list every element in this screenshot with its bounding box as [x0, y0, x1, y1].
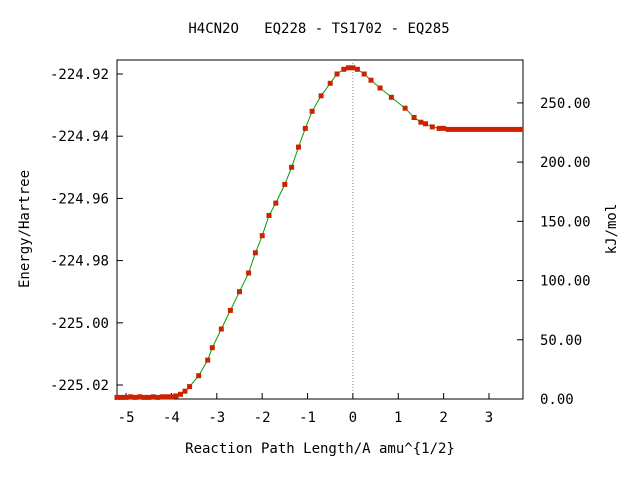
data-point — [318, 93, 324, 99]
x-tick-label: 3 — [485, 410, 493, 426]
x-tick-label: 2 — [439, 410, 447, 426]
data-point — [302, 125, 308, 131]
data-point — [178, 391, 183, 397]
data-point — [209, 345, 215, 351]
data-point — [518, 126, 524, 132]
data-point — [441, 125, 447, 131]
data-point — [377, 85, 383, 91]
data-point — [436, 125, 442, 131]
data-point — [173, 393, 179, 399]
data-point — [141, 394, 147, 400]
data-point — [423, 121, 428, 127]
data-point — [513, 126, 519, 132]
y-tick-label: -224.96 — [50, 191, 109, 207]
data-point — [237, 289, 242, 295]
data-point — [341, 66, 347, 72]
data-point — [481, 126, 487, 132]
data-point — [196, 373, 202, 379]
data-point — [445, 126, 451, 132]
y2-axis-label: kJ/mol — [604, 204, 620, 255]
data-point — [504, 126, 510, 132]
data-point — [132, 394, 138, 400]
data-point — [477, 126, 483, 132]
data-point — [114, 394, 120, 400]
x-tick-label: -5 — [118, 410, 135, 426]
data-point — [327, 80, 333, 86]
y2-tick-label: 0.00 — [540, 392, 574, 408]
data-point — [472, 126, 478, 132]
x-tick-label: -3 — [208, 410, 225, 426]
data-point — [252, 250, 258, 256]
data-point — [123, 394, 129, 400]
x-tick-label: -2 — [254, 410, 271, 426]
data-point — [486, 126, 492, 132]
data-point — [354, 66, 360, 72]
data-point — [155, 394, 161, 400]
data-point — [128, 394, 134, 400]
y-tick-label: -225.00 — [50, 316, 109, 332]
data-point — [429, 124, 435, 130]
data-point — [296, 144, 301, 150]
data-point — [309, 108, 315, 114]
y-tick-label: -224.98 — [50, 254, 109, 270]
x-tick-label: -4 — [163, 410, 180, 426]
left-y-axis: -224.92 -224.94 -224.96 -224.98 -225.00 -225.… — [50, 67, 123, 394]
data-point — [164, 394, 170, 400]
data-point — [289, 164, 295, 170]
data-point — [495, 126, 501, 132]
y2-tick-label: 150.00 — [540, 214, 591, 230]
data-point — [159, 394, 165, 400]
data-point — [402, 105, 408, 111]
y-tick-label: -224.94 — [50, 129, 109, 145]
y-axis-label: Energy/Hartree — [17, 170, 33, 288]
y2-tick-label: 200.00 — [540, 155, 591, 171]
data-point — [418, 119, 424, 125]
data-point — [491, 126, 496, 132]
data-point — [259, 233, 265, 239]
data-point — [227, 307, 233, 313]
data-point — [509, 126, 515, 132]
energy-curve-line — [117, 67, 521, 398]
x-tick-label: -1 — [299, 410, 316, 426]
data-point — [388, 94, 394, 100]
data-point — [205, 357, 211, 363]
data-point — [137, 394, 143, 400]
data-point — [218, 326, 224, 332]
y2-tick-label: 50.00 — [540, 333, 582, 349]
right-y-axis: 0.00 50.00 100.00 150.00 200.00 250.00 — [517, 96, 591, 408]
data-point — [150, 394, 156, 400]
data-point — [500, 126, 506, 132]
data-point — [187, 384, 193, 390]
data-point-markers — [114, 65, 524, 400]
data-point — [454, 126, 460, 132]
y2-tick-label: 100.00 — [540, 274, 591, 290]
data-point — [334, 71, 340, 77]
data-point — [168, 394, 174, 400]
x-tick-label: 0 — [349, 410, 357, 426]
x-axis-label: Reaction Path Length/A amu^{1/2} — [185, 441, 455, 457]
data-point — [368, 77, 374, 83]
data-point — [246, 270, 252, 276]
data-point — [450, 126, 456, 132]
y-tick-label: -224.92 — [50, 67, 109, 83]
data-point — [463, 126, 469, 132]
data-point — [350, 65, 356, 71]
data-point — [459, 126, 465, 132]
data-point — [273, 200, 279, 206]
x-tick-label: 1 — [394, 410, 402, 426]
plot-frame — [116, 59, 524, 400]
data-point — [119, 394, 124, 400]
chart-title: H4CN2O EQ228 - TS1702 - EQ285 — [188, 21, 449, 37]
data-point — [146, 394, 152, 400]
data-point — [282, 181, 288, 187]
y-tick-label: -225.02 — [50, 378, 109, 394]
data-point — [345, 65, 351, 71]
data-point — [361, 71, 367, 77]
y2-tick-label: 250.00 — [540, 96, 591, 112]
data-point — [468, 126, 474, 132]
data-point — [266, 213, 272, 218]
data-point — [182, 388, 188, 394]
data-point — [411, 115, 417, 120]
